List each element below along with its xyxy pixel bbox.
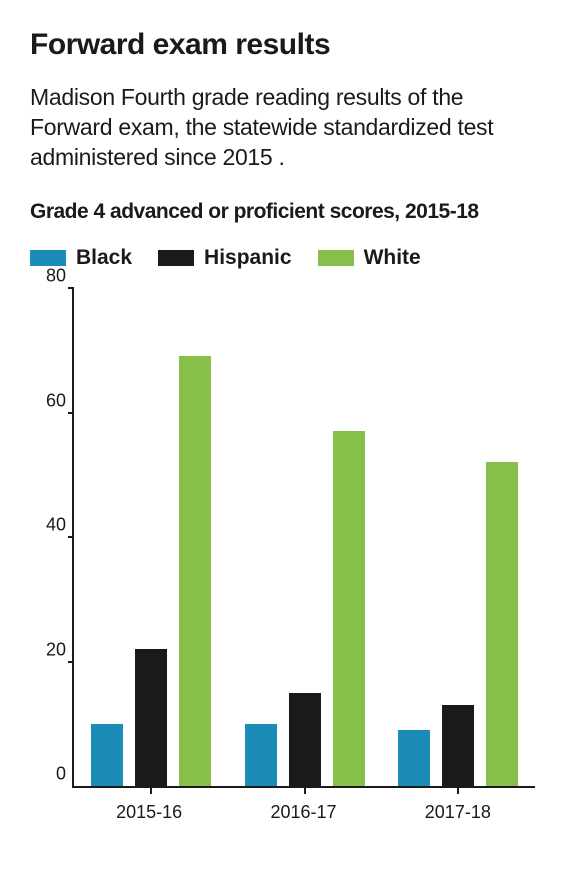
intro-text: Madison Fourth grade reading results of … — [30, 82, 535, 172]
bar-hispanic — [135, 649, 167, 786]
x-axis-labels: 2015-16 2016-17 2017-18 — [72, 788, 535, 828]
ytick-label: 80 — [46, 266, 74, 287]
legend-label-hispanic: Hispanic — [204, 246, 292, 270]
bar-group — [381, 288, 535, 786]
chart-subtitle: Grade 4 advanced or proficient scores, 2… — [30, 200, 535, 224]
legend-swatch-white — [318, 250, 354, 266]
x-label: 2015-16 — [72, 788, 226, 828]
plot-area: 0 20 40 60 80 — [72, 288, 535, 788]
bar-black — [91, 724, 123, 786]
legend-label-white: White — [364, 246, 421, 270]
bar-groups — [74, 288, 535, 786]
x-label: 2016-17 — [226, 788, 380, 828]
ytick-label: 40 — [46, 515, 74, 536]
bar-group — [74, 288, 228, 786]
bar-group — [228, 288, 382, 786]
legend-label-black: Black — [76, 246, 132, 270]
bar-hispanic — [289, 693, 321, 786]
bar-black — [398, 730, 430, 786]
x-label: 2017-18 — [381, 788, 535, 828]
bar-black — [245, 724, 277, 786]
legend: Black Hispanic White — [30, 246, 535, 270]
ytick-label: 20 — [46, 639, 74, 660]
bar-chart: 0 20 40 60 80 — [30, 288, 535, 828]
ytick-label: 60 — [46, 390, 74, 411]
legend-swatch-hispanic — [158, 250, 194, 266]
ytick-label: 0 — [56, 764, 74, 785]
legend-swatch-black — [30, 250, 66, 266]
page-title: Forward exam results — [30, 28, 535, 62]
bar-hispanic — [442, 705, 474, 786]
bar-white — [333, 431, 365, 786]
bar-white — [179, 356, 211, 786]
bar-white — [486, 462, 518, 786]
